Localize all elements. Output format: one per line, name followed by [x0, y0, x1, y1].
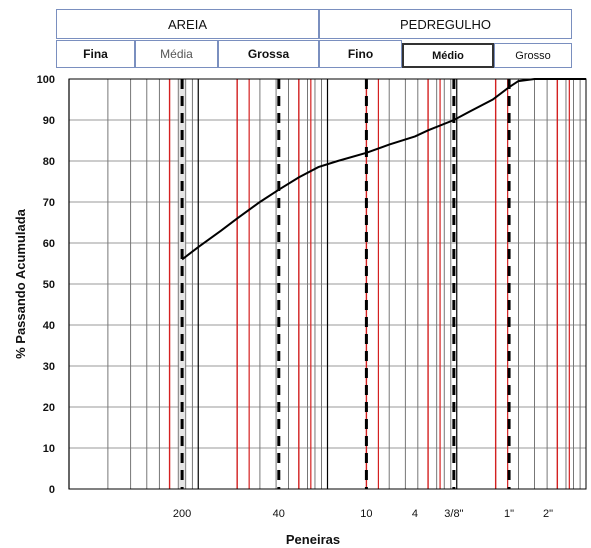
header-areia: AREIA	[56, 9, 319, 39]
header-pedregulho-medio: Médio	[402, 43, 494, 68]
x-tick-label: 10	[360, 508, 372, 520]
x-tick-label: 40	[273, 508, 285, 520]
y-axis-title: % Passando Acumulada	[13, 208, 28, 359]
x-tick-label: 200	[173, 508, 191, 520]
y-tick-label: 30	[43, 361, 55, 373]
y-tick-label: 10	[43, 443, 55, 455]
boundary-lines	[168, 79, 570, 489]
pedregulho-medio-label: Médio	[432, 49, 464, 62]
y-tick-labels: 0 10 20 30 40 50 60 70 80 90 100	[37, 74, 55, 496]
header-areia-grossa: Grossa	[218, 40, 319, 68]
x-tick-labels: 200 40 10 4 3/8" 1" 2"	[173, 508, 553, 520]
areia-media-label: Média	[160, 47, 193, 61]
x-tick-label: 2"	[543, 508, 553, 520]
plot-frame	[68, 78, 587, 490]
y-tick-label: 40	[43, 320, 55, 332]
sieve-lines	[179, 79, 511, 489]
y-tick-label: 60	[43, 238, 55, 250]
y-tick-label: 90	[43, 115, 55, 127]
x-tick-label: 1"	[504, 508, 514, 520]
y-tick-label: 0	[49, 484, 55, 496]
y-tick-label: 20	[43, 402, 55, 414]
header-areia-label: AREIA	[167, 16, 207, 32]
header-areia-media: Média	[135, 40, 218, 68]
y-tick-label: 100	[37, 74, 55, 86]
areia-fina-label: Fina	[83, 47, 108, 61]
x-tick-label: 4	[412, 508, 418, 520]
header-pedregulho-fino: Fino	[319, 40, 402, 68]
y-tick-label: 70	[43, 197, 55, 209]
y-tick-label: 80	[43, 156, 55, 168]
pedregulho-grosso-label: Grosso	[515, 49, 551, 62]
header-pedregulho: PEDREGULHO	[319, 9, 572, 39]
pedregulho-fino-label: Fino	[347, 47, 374, 61]
areia-grossa-label: Grossa	[247, 47, 290, 61]
y-tick-label: 50	[43, 279, 55, 291]
header-pedregulho-label: PEDREGULHO	[399, 16, 492, 32]
header-pedregulho-grosso: Grosso	[494, 43, 572, 68]
x-axis-title: Peneiras	[286, 532, 340, 547]
x-tick-label: 3/8"	[444, 508, 463, 520]
grading-curve	[181, 78, 586, 261]
header-areia-fina: Fina	[56, 40, 135, 68]
